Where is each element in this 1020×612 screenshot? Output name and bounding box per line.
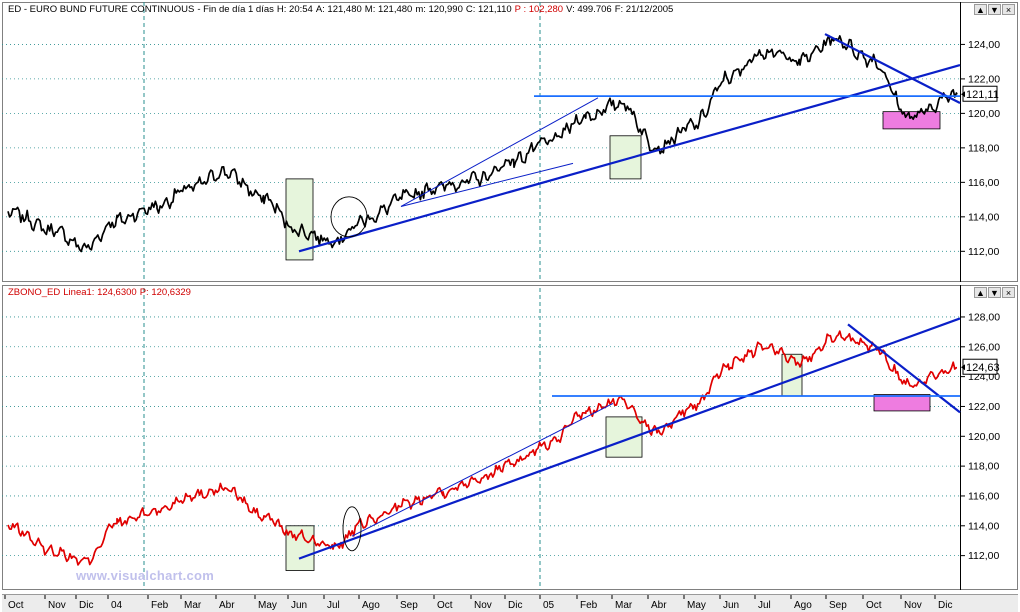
last-price-label: 124,63 xyxy=(966,362,1000,374)
scroll-down-button[interactable]: ▼ xyxy=(988,287,1001,298)
y-tick-label: 112,00 xyxy=(968,550,999,562)
hour-label: H: 20:54 xyxy=(276,4,313,15)
last-price-pointer xyxy=(961,364,965,371)
date-label: F: 21/12/2005 xyxy=(614,4,674,15)
month-tick-label: May xyxy=(687,600,706,611)
down-trendline xyxy=(824,33,961,105)
top-header: ED - EURO BUND FUTURE CONTINUOUS - Fin de… xyxy=(8,4,676,15)
line-label: Linea1: 124,6300 xyxy=(63,287,137,298)
scroll-up-button[interactable]: ▲ xyxy=(974,287,987,298)
price-series-line xyxy=(7,34,958,253)
y-tick-label: 126,00 xyxy=(968,341,1000,353)
month-tick-label: Mar xyxy=(615,600,633,611)
y-tick-label: 114,00 xyxy=(968,520,999,532)
y-tick-label: 124,00 xyxy=(968,39,1000,51)
p-label: P: 120,6329 xyxy=(139,287,191,298)
last-price-pointer xyxy=(961,91,965,98)
symbol-label: ZBONO_ED xyxy=(8,287,61,298)
pink-box xyxy=(873,394,931,412)
open-label: A: 121,480 xyxy=(315,4,362,15)
month-tick-label: Oct xyxy=(8,600,24,611)
y-tick-label: 118,00 xyxy=(968,142,999,154)
scroll-down-button[interactable]: ▼ xyxy=(988,4,1001,15)
green-box xyxy=(285,178,314,261)
month-tick-label: Dic xyxy=(79,600,93,611)
month-tick-label: Jun xyxy=(291,600,307,611)
month-tick-label: Ago xyxy=(794,600,812,611)
max-label: M: 121,480 xyxy=(364,4,413,15)
symbol-label: ED - EURO BUND FUTURE CONTINUOUS xyxy=(8,4,195,15)
month-tick-label: Abr xyxy=(219,600,235,611)
bottom-chart: 112,00 114,00 116,00 118,00 120,00 122,00 124,… xyxy=(2,285,1018,590)
panel-frame xyxy=(2,285,1018,590)
y-tick-label: 122,00 xyxy=(968,401,1000,413)
down-trendline xyxy=(847,323,961,414)
pink-box xyxy=(882,111,941,130)
month-tick-label: Nov xyxy=(474,600,492,611)
fan-line-1 xyxy=(351,403,614,537)
main-trendline xyxy=(298,64,961,253)
close-label: C: 121,110 xyxy=(465,4,512,15)
fan-line-2 xyxy=(400,162,574,207)
month-tick-label: Nov xyxy=(48,600,66,611)
bottom-header: ZBONO_ED Linea1: 124,6300 P: 120,6329 xyxy=(8,287,194,298)
month-tick-label: Ago xyxy=(362,600,380,611)
fan-line-1 xyxy=(400,97,599,207)
month-tick-label: Feb xyxy=(151,600,169,611)
month-tick-label: Sep xyxy=(829,600,847,611)
p-label: P : 102,280 xyxy=(514,4,564,15)
y-tick-label: 122,00 xyxy=(968,73,1000,85)
last-price-label: 121,11 xyxy=(966,89,999,101)
y-tick-label: 128,00 xyxy=(968,311,1000,323)
close-panel-button[interactable]: × xyxy=(1002,287,1015,298)
highlight-ellipse xyxy=(342,506,362,552)
y-tick-label: 116,00 xyxy=(968,490,999,502)
y-tick-label: 116,00 xyxy=(968,177,999,189)
main-trendline xyxy=(298,317,961,560)
price-series-line xyxy=(7,330,958,566)
month-tick-label: 04 xyxy=(111,600,123,611)
top-chart: 112,00 114,00 116,00 118,00 120,00 122,00 124,… xyxy=(2,2,1018,282)
month-tick-label: Jul xyxy=(758,600,771,611)
month-tick-label: Oct xyxy=(866,600,882,611)
green-box xyxy=(781,353,803,397)
month-tick-label: Nov xyxy=(904,600,922,611)
euro-bund-panel: ED - EURO BUND FUTURE CONTINUOUS - Fin de… xyxy=(2,2,1018,282)
month-tick-label: Feb xyxy=(580,600,598,611)
y-tick-label: 118,00 xyxy=(968,461,999,473)
month-tick-label: May xyxy=(258,600,277,611)
month-tick-label: Mar xyxy=(184,600,202,611)
y-tick-label: 114,00 xyxy=(968,211,999,223)
y-tick-label: 120,00 xyxy=(968,108,1000,120)
y-tick-label: 112,00 xyxy=(968,246,999,258)
month-tick-label: Abr xyxy=(651,600,667,611)
month-axis: Oct Nov Dic 04 Feb Mar Abr May Jun Jul Ago Sep Oct No… xyxy=(2,594,1018,612)
month-tick-label: Jul xyxy=(327,600,340,611)
highlight-ellipse xyxy=(330,196,368,238)
close-panel-button[interactable]: × xyxy=(1002,4,1015,15)
watermark: www.visualchart.com xyxy=(76,568,215,583)
timeframe-label: - Fin de día 1 días xyxy=(197,4,274,15)
month-tick-label: Sep xyxy=(400,600,418,611)
min-label: m: 120,990 xyxy=(415,4,463,15)
y-tick-label: 120,00 xyxy=(968,431,1000,443)
month-tick-label: Dic xyxy=(938,600,952,611)
volume-label: V: 499.706 xyxy=(566,4,612,15)
month-tick-label: 05 xyxy=(543,600,555,611)
month-tick-label: Jun xyxy=(723,600,739,611)
bono-panel: ZBONO_ED Linea1: 124,6300 P: 120,6329 ▲ ▼ … xyxy=(2,285,1018,590)
month-tick-label: Dic xyxy=(508,600,522,611)
scroll-up-button[interactable]: ▲ xyxy=(974,4,987,15)
panel-frame xyxy=(2,2,1018,282)
month-tick-label: Oct xyxy=(437,600,453,611)
